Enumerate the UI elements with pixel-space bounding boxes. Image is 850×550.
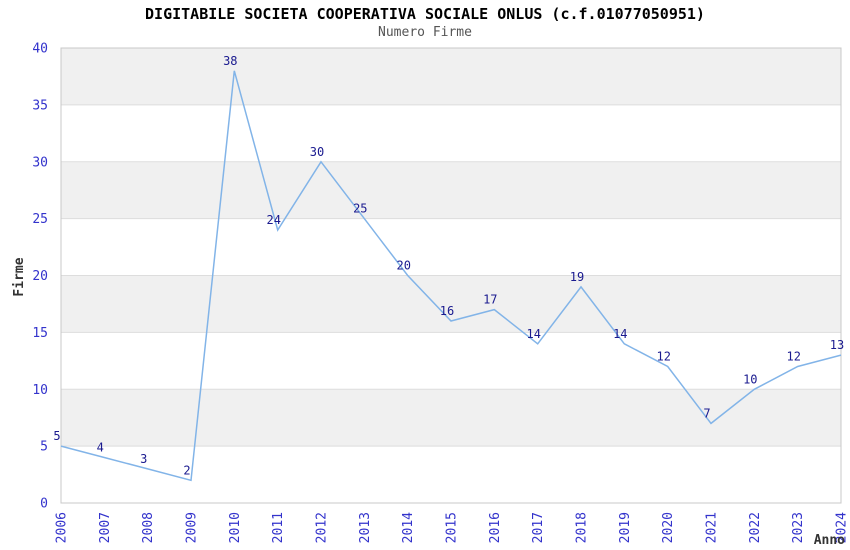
x-tick-label: 2021 <box>705 512 720 543</box>
x-tick-label: 2019 <box>618 512 633 543</box>
y-tick-label: 35 <box>32 98 48 113</box>
x-tick-label: 2018 <box>575 512 590 543</box>
point-label: 16 <box>440 304 454 318</box>
point-label: 25 <box>353 202 367 216</box>
point-label: 20 <box>396 259 410 273</box>
plot-band <box>61 48 841 105</box>
data-line <box>60 70 842 482</box>
x-tick-label: 2012 <box>315 512 330 543</box>
plot-band <box>61 275 841 333</box>
x-tick-label: 2024 <box>835 512 850 543</box>
point-label: 12 <box>656 350 670 364</box>
point-label: 5 <box>53 429 60 443</box>
x-tick-label: 2023 <box>791 512 806 543</box>
point-label: 7 <box>703 406 710 420</box>
point-label: 14 <box>613 327 627 341</box>
chart-subtitle: Numero Firme <box>378 25 472 40</box>
plot-band <box>61 389 841 447</box>
chart-title: DIGITABILE SOCIETA COOPERATIVA SOCIALE O… <box>145 5 705 23</box>
y-tick-label: 15 <box>32 326 48 341</box>
point-label: 38 <box>223 54 237 68</box>
plot-border <box>60 47 842 504</box>
x-tick-label: 2011 <box>271 512 286 543</box>
y-tick-label: 0 <box>40 497 48 512</box>
point-label: 2 <box>183 463 190 477</box>
x-axis-label: Anno <box>813 533 845 548</box>
y-tick-label: 40 <box>32 42 48 57</box>
point-label: 13 <box>830 338 844 352</box>
y-tick-label: 5 <box>40 440 48 455</box>
point-label: 3 <box>140 452 147 466</box>
x-tick-label: 2006 <box>55 512 70 543</box>
x-tick-label: 2010 <box>228 512 243 543</box>
x-tick-label: 2014 <box>401 512 416 543</box>
x-tick-label: 2016 <box>488 512 503 543</box>
x-tick-label: 2017 <box>531 512 546 543</box>
y-axis-label: Firme <box>12 257 27 297</box>
x-tick-label: 2020 <box>661 512 676 543</box>
y-tick-label: 20 <box>32 269 48 284</box>
point-label: 10 <box>743 372 757 386</box>
y-tick-label: 25 <box>32 212 48 227</box>
x-tick-label: 2007 <box>98 512 113 543</box>
x-tick-label: 2013 <box>358 512 373 543</box>
point-label: 4 <box>97 441 104 455</box>
plot-band <box>61 161 841 219</box>
x-tick-label: 2022 <box>748 512 763 543</box>
x-tick-label: 2009 <box>185 512 200 543</box>
x-tick-label: 2015 <box>445 512 460 543</box>
point-label: 24 <box>266 213 280 227</box>
point-label: 14 <box>526 327 540 341</box>
y-tick-label: 30 <box>32 155 48 170</box>
y-tick-label: 10 <box>32 383 48 398</box>
x-tick-label: 2008 <box>141 512 156 543</box>
point-label: 19 <box>570 270 584 284</box>
point-label: 12 <box>786 350 800 364</box>
point-label: 17 <box>483 293 497 307</box>
point-label: 30 <box>310 145 324 159</box>
